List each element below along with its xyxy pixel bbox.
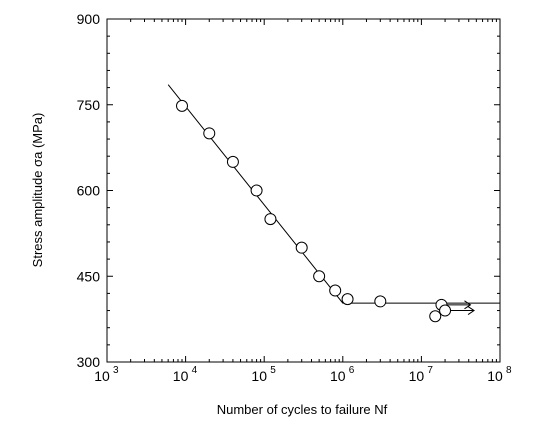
y-tick-label: 600 bbox=[77, 183, 101, 199]
y-tick-label: 750 bbox=[77, 97, 101, 113]
x-axis-label: Number of cycles to failure Nf bbox=[217, 402, 388, 417]
data-point bbox=[250, 184, 263, 197]
data-point bbox=[176, 99, 189, 112]
data-point bbox=[226, 155, 239, 168]
x-tick-label-exponent: 3 bbox=[113, 365, 119, 376]
x-tick-label: 10 bbox=[94, 368, 110, 384]
data-point bbox=[341, 293, 354, 306]
tick-marks bbox=[106, 18, 501, 363]
y-tick-label: 450 bbox=[77, 268, 101, 284]
y-tick-label: 300 bbox=[77, 354, 101, 370]
x-tick-label: 10 bbox=[409, 368, 425, 384]
fit-line bbox=[167, 84, 500, 304]
data-point bbox=[439, 304, 452, 317]
data-point bbox=[264, 213, 277, 226]
runout-arrows bbox=[446, 300, 475, 315]
data-points bbox=[176, 99, 452, 323]
data-point bbox=[313, 270, 326, 283]
x-tick-label-exponent: 4 bbox=[192, 365, 198, 376]
runout-arrow bbox=[446, 300, 472, 310]
data-point bbox=[203, 127, 216, 140]
data-point bbox=[329, 284, 342, 297]
sn-fit-line bbox=[167, 84, 500, 304]
data-point bbox=[374, 295, 387, 308]
x-tick-label: 10 bbox=[487, 368, 503, 384]
data-point bbox=[295, 241, 308, 254]
y-tick-label: 900 bbox=[77, 11, 101, 27]
data-point bbox=[429, 310, 442, 323]
x-tick-label-exponent: 8 bbox=[506, 365, 512, 376]
x-tick-label: 10 bbox=[330, 368, 346, 384]
x-tick-label-exponent: 6 bbox=[349, 365, 355, 376]
x-tick-label: 10 bbox=[173, 368, 189, 384]
x-tick-label-exponent: 7 bbox=[427, 365, 433, 376]
y-axis-label: Stress amplitude σa (MPa) bbox=[30, 113, 45, 268]
x-tick-label: 10 bbox=[251, 368, 267, 384]
x-tick-label-exponent: 5 bbox=[270, 365, 276, 376]
runout-arrow bbox=[450, 306, 475, 315]
